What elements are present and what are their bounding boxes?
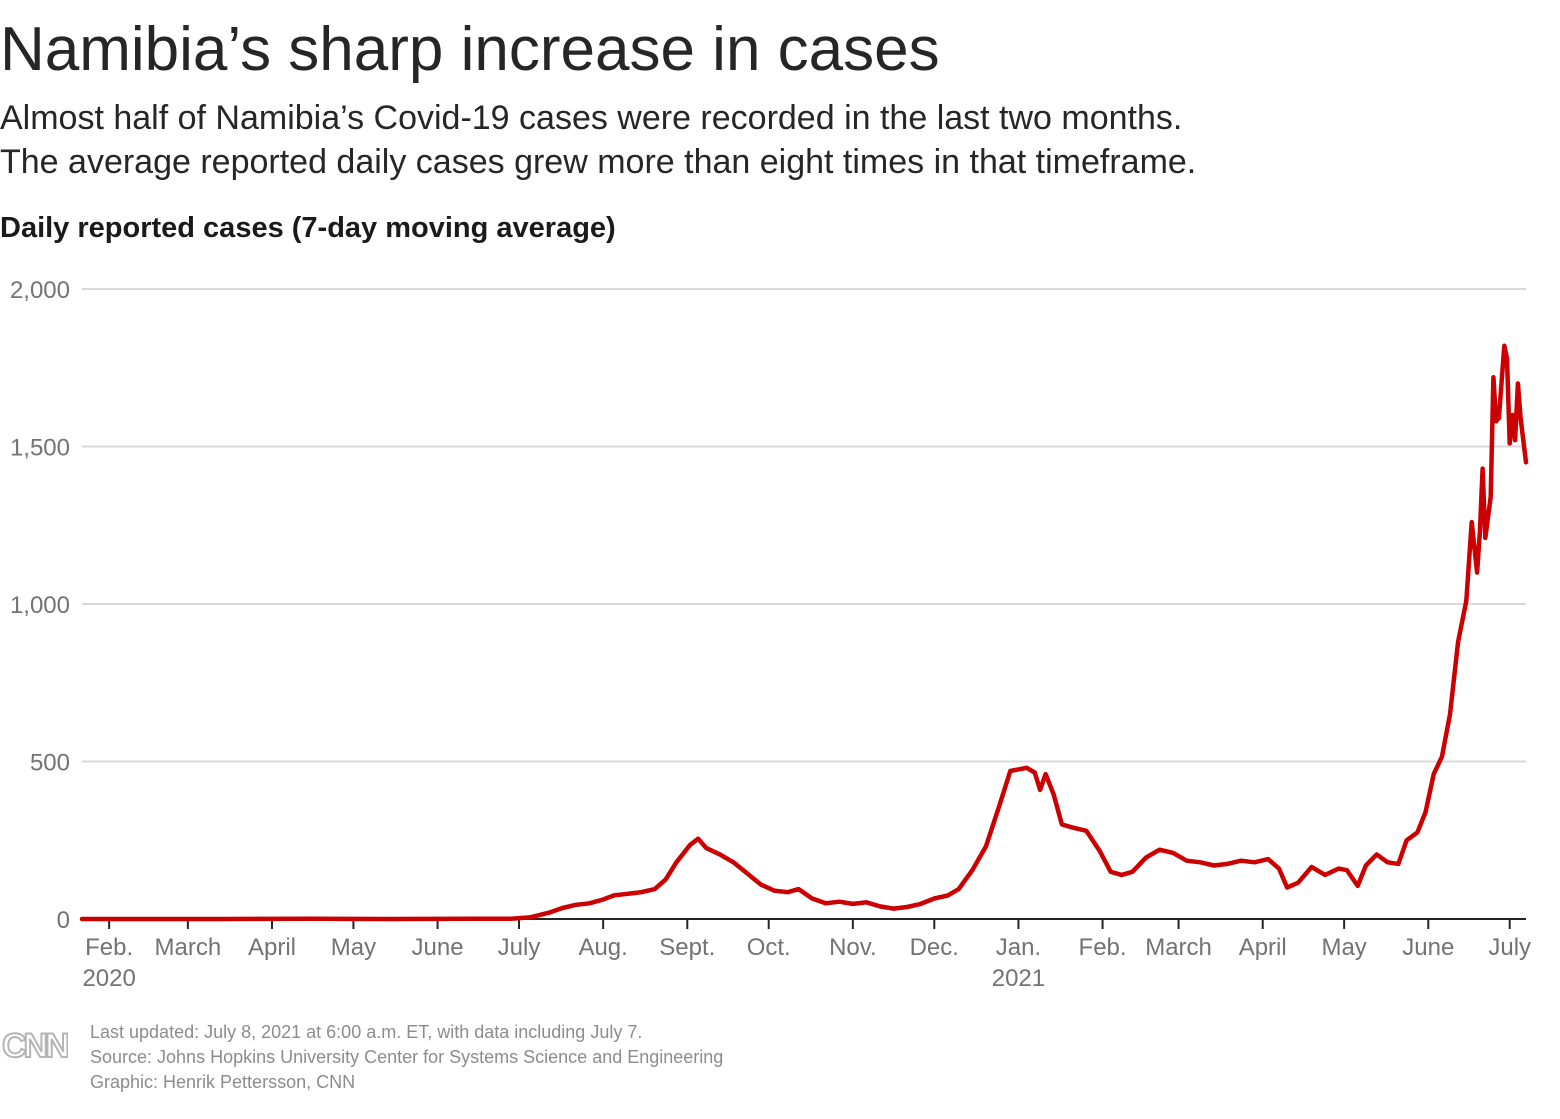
x-axis: Feb. 2020 March April May June July Aug. Sept. Oc… bbox=[82, 919, 1531, 992]
x-tick-label: June bbox=[412, 934, 464, 961]
x-year-label: 2021 bbox=[992, 965, 1045, 992]
x-tick-label: Dec. bbox=[910, 934, 959, 961]
x-tick-label: Jan. bbox=[996, 934, 1041, 961]
y-axis: 0 500 1,000 1,500 2,000 bbox=[10, 277, 70, 934]
footer: CNN Last updated: July 8, 2021 at 6:00 a… bbox=[0, 1020, 900, 1110]
x-tick-label: March bbox=[1145, 934, 1212, 961]
x-tick-label: July bbox=[498, 934, 541, 961]
cnn-logo: CNN bbox=[2, 1026, 68, 1064]
x-tick-label: Feb. bbox=[1079, 934, 1127, 961]
x-tick-label: May bbox=[1321, 934, 1366, 961]
y-tick-label: 0 bbox=[57, 907, 70, 934]
subtitle-line-1: Almost half of Namibia’s Covid-19 cases … bbox=[0, 99, 1183, 137]
y-tick-label: 2,000 bbox=[10, 277, 70, 304]
series-line-0 bbox=[79, 343, 1529, 922]
graphic-credit: Graphic: Henrik Pettersson, CNN bbox=[90, 1072, 356, 1092]
x-tick-label: May bbox=[331, 934, 376, 961]
y-tick-label: 500 bbox=[30, 750, 70, 777]
chart-title: Namibia’s sharp increase in cases bbox=[0, 15, 940, 84]
x-tick-label: April bbox=[1239, 934, 1287, 961]
x-tick-label: July bbox=[1488, 934, 1531, 961]
x-tick-label: Nov. bbox=[829, 934, 877, 961]
x-tick-label: Oct. bbox=[747, 934, 791, 961]
x-tick-label: Aug. bbox=[578, 934, 627, 961]
x-tick-label: April bbox=[248, 934, 296, 961]
x-tick-label: March bbox=[155, 934, 222, 961]
subtitle-line-2: The average reported daily cases grew mo… bbox=[0, 143, 1197, 181]
series-layer bbox=[79, 343, 1529, 922]
x-year-label: 2020 bbox=[82, 965, 135, 992]
x-tick-label: June bbox=[1402, 934, 1454, 961]
source-line: Source: Johns Hopkins University Center … bbox=[90, 1047, 724, 1067]
y-tick-label: 1,500 bbox=[10, 435, 70, 462]
y-tick-label: 1,000 bbox=[10, 592, 70, 619]
credits: Last updated: July 8, 2021 at 6:00 a.m. … bbox=[90, 1020, 723, 1095]
x-tick-label: Feb. bbox=[85, 934, 133, 961]
chart-subtitle: Almost half of Namibia’s Covid-19 cases … bbox=[0, 96, 1196, 184]
last-updated: Last updated: July 8, 2021 at 6:00 a.m. … bbox=[90, 1022, 643, 1042]
grid-lines bbox=[82, 288, 1526, 920]
cnn-logo-text: CNN bbox=[2, 1027, 68, 1064]
chart-metric-label: Daily reported cases (7-day moving avera… bbox=[0, 212, 616, 244]
line-chart: 0 500 1,000 1,500 2,000 Feb. 2020 March April Ma… bbox=[10, 277, 1531, 992]
x-tick-label: Sept. bbox=[659, 934, 715, 961]
